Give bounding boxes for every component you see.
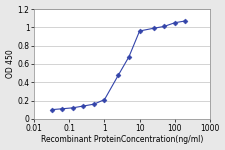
Y-axis label: OD 450: OD 450 — [6, 50, 15, 78]
X-axis label: Recombinant ProteinConcentration(ng/ml): Recombinant ProteinConcentration(ng/ml) — [41, 135, 203, 144]
